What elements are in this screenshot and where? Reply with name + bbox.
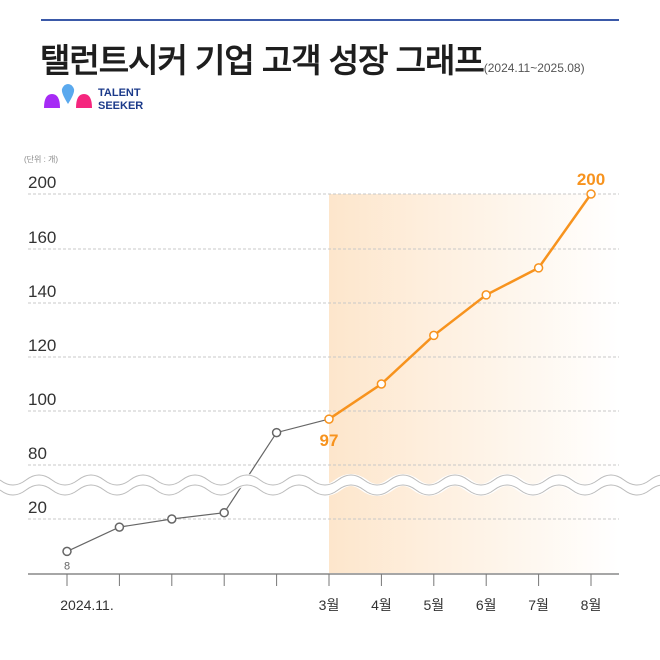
data-point [219,507,229,518]
x-tick-label: 3월 [319,597,340,613]
data-point [429,330,439,341]
y-tick-label: 100 [28,390,56,409]
page-title: 탤런트시커 기업 고객 성장 그래프(2024.11~2025.08) [40,34,585,82]
data-point [167,514,177,524]
forecast-shade [329,194,619,573]
data-label: 8 [64,560,70,572]
recent-series-line [328,193,593,421]
title-text: 탤런트시커 기업 고객 성장 그래프 [40,42,485,79]
period-text: (2024.11~2025.08) [483,61,585,75]
data-point [62,546,72,557]
axis-break-wave [0,484,660,496]
title-rule [41,19,619,21]
x-tick-label: 6월 [476,597,497,613]
x-tick-label: 8월 [581,597,602,613]
y-tick-label: 20 [28,498,47,517]
data-point [586,189,596,199]
y-tick-label: 120 [28,336,56,355]
past-series-line [66,418,330,552]
data-label: 200 [577,170,605,189]
data-point [533,263,544,273]
x-tick-label: 5월 [423,597,444,613]
y-tick-label: 200 [28,173,56,192]
data-label: 97 [320,431,339,450]
axis-break-wave [0,474,660,486]
data-point [376,379,387,389]
logo-text: TALENT SEEKER [98,87,143,113]
y-tick-label: 80 [28,444,47,463]
logo-line2: SEEKER [98,100,144,112]
data-point [481,290,491,300]
unit-label: (단위 : 개) [24,155,59,164]
logo-line1: TALENT [98,87,141,99]
x-tick-label: 2024.11. [60,597,113,613]
talent-seeker-logo-icon [44,84,92,108]
data-point [114,522,125,532]
x-tick-label: 7월 [528,597,549,613]
x-tick-label: 4월 [371,597,392,613]
data-point [271,427,282,438]
y-tick-label: 160 [28,228,56,247]
axis-break-band [0,474,660,496]
data-point [324,414,334,424]
y-tick-label: 140 [28,282,56,301]
